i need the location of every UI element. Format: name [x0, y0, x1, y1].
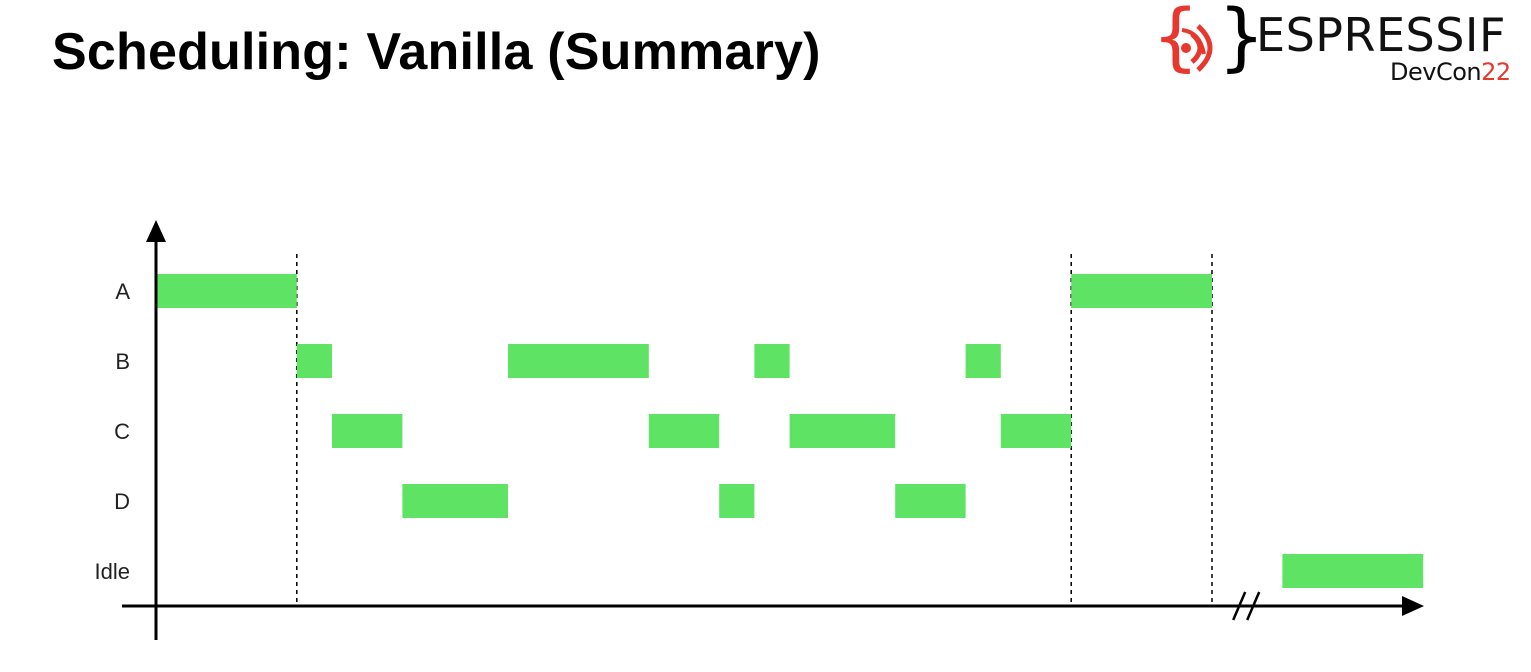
- axis-break-mark-1: [1232, 591, 1247, 621]
- axes: [122, 220, 1424, 640]
- row-label-b: B: [115, 349, 130, 374]
- task-block-d: [402, 484, 508, 518]
- task-block-b: [754, 344, 790, 378]
- task-block-c: [1000, 414, 1072, 448]
- left-brace-icon: {: [1152, 0, 1200, 80]
- task-block-d: [719, 484, 755, 518]
- task-blocks: [156, 274, 1424, 588]
- task-block-c: [648, 414, 720, 448]
- task-block-a: [1071, 274, 1212, 308]
- row-label-d: D: [114, 489, 130, 514]
- task-block-c: [332, 414, 403, 448]
- task-block-idle: [1282, 554, 1424, 588]
- logo-event-name: DevCon: [1390, 58, 1482, 86]
- slide-title: Scheduling: Vanilla (Summary): [52, 23, 821, 81]
- row-label-a: A: [115, 279, 130, 304]
- task-block-b: [965, 344, 1001, 378]
- task-block-d: [895, 484, 966, 518]
- logo-event: DevCon22: [1390, 58, 1511, 86]
- espressif-wave-icon: [1181, 24, 1213, 72]
- row-labels: A B C D Idle: [95, 279, 131, 584]
- task-block-a: [156, 274, 297, 308]
- task-block-b: [508, 344, 649, 378]
- y-axis-arrowhead: [146, 220, 166, 242]
- task-block-b: [296, 344, 332, 378]
- task-block-c: [789, 414, 896, 448]
- row-label-idle: Idle: [95, 559, 130, 584]
- logo-brand: ESPRESSIF: [1256, 8, 1506, 62]
- right-brace-icon: }: [1218, 0, 1266, 80]
- axis-break-mark-2: [1246, 591, 1261, 621]
- row-label-c: C: [114, 419, 130, 444]
- logo-event-year: 22: [1481, 58, 1511, 86]
- x-axis-arrowhead: [1402, 596, 1424, 616]
- espressif-devcon-logo: { } ESPRESSIF DevCon22: [1152, 0, 1524, 90]
